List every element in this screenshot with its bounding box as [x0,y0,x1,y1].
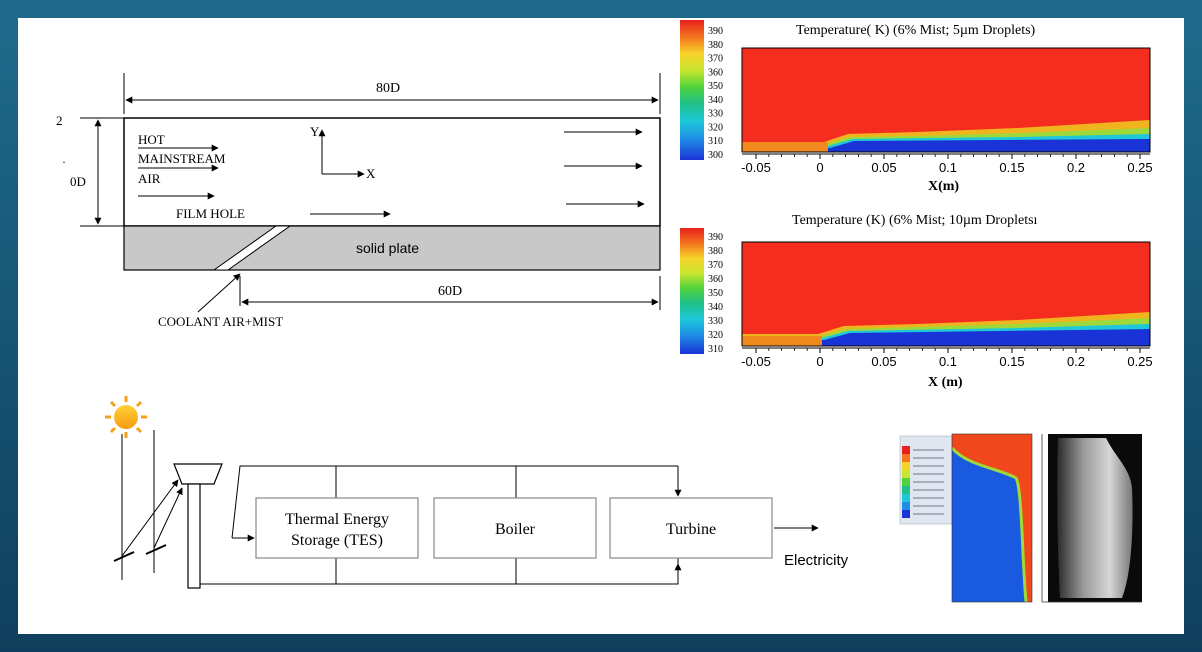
axis-y-label: Y [310,124,320,139]
colorbar-level: 320 [708,330,723,341]
electricity-label: Electricity [784,552,849,569]
contour-plot-2: 390 380 370 360 350 340 330 320 310 Temperature … [680,213,1153,390]
heliostat-2 [145,544,167,555]
contour-1-cold-layer [742,139,1150,152]
coolant-arrow [197,273,241,313]
x-tick-label: 0.25 [1127,354,1152,369]
particle-sim-images [899,433,1142,603]
contour-2-axis: -0.05 0 0.05 0.1 0.15 0.2 0.25 [741,347,1153,369]
sim-frame [951,433,1033,603]
colorbar-level: 350 [708,288,723,299]
left-tick-label: 2 [56,113,63,128]
colorbar-level: 330 [708,316,723,327]
boiler-label: Boiler [495,521,536,538]
x-tick-label: 0.15 [999,354,1024,369]
film-hole-label: FILM HOLE [176,206,245,221]
colorbar-level: 300 [708,150,723,161]
solar-plant-schematic: Thermal Energy Storage (TES) Boiler Turb… [105,396,849,589]
x-tick-label: 0.2 [1067,354,1085,369]
dim-60d-label: 60D [438,284,462,299]
boiler-box [433,497,597,559]
solar-tower [187,483,201,589]
colorbar-1-labels: 390 380 370 360 350 340 330 320 310 300 [708,26,723,161]
colorbar-level: 310 [708,136,723,147]
contour-1-hole-region [742,142,828,152]
x-tick-label: 0.05 [871,354,896,369]
tes-box [255,497,419,559]
dot-mark: · [62,155,66,169]
contour-2-hole-region [742,336,822,346]
colorbar-level: 340 [708,302,723,313]
turbine-box [609,497,773,559]
reflect-ray-1 [121,479,179,557]
colorbar-2-labels: 390 380 370 360 350 340 330 320 310 [708,232,723,355]
colorbar-level: 340 [708,95,723,106]
colorbar-level: 370 [708,260,723,271]
contour-plot-1: 390 380 370 360 350 340 330 320 310 300 Temperatu… [680,20,1153,194]
solid-plate-label: solid plate [356,240,419,256]
x-tick-label: -0.05 [741,354,771,369]
turbine-label: Turbine [666,521,716,538]
colorbar-level: 370 [708,54,723,65]
colorbar-level: 310 [708,344,723,355]
colorbar-level: 360 [708,67,723,78]
contour-1-title: Temperature( K) (6% Mist; 5µm Droplets) [796,23,1036,38]
colorbar-level: 360 [708,274,723,285]
figure-svg: 80D 2 0D · solid plate HOT MAINSTREAM AI… [56,20,1153,603]
reflect-ray-2 [153,487,183,549]
colorbar-level: 390 [708,26,723,37]
colorbar-level: 390 [708,232,723,243]
x-tick-label: 0.15 [999,160,1024,175]
tes-label-2: Storage (TES) [291,532,383,549]
film-hole [212,225,292,271]
slide-canvas: 80D 2 0D · solid plate HOT MAINSTREAM AI… [18,18,1184,634]
return-pipe [200,558,679,585]
contour-2-title: Temperature (K) (6% Mist; 10µm Dropletsı [792,213,1038,228]
colorbar-1 [680,20,704,160]
heliostat-1 [113,551,135,562]
x-tick-label: 0.1 [939,354,957,369]
colorbar-level: 350 [708,81,723,92]
dim-left-label: 0D [70,174,86,189]
tes-label-1: Thermal Energy [285,511,389,528]
contour-2-frame [741,241,1151,347]
coolant-label: COOLANT AIR+MIST [158,314,283,329]
x-tick-label: 0.25 [1127,160,1152,175]
contour-2-xlabel: X (m) [928,375,963,390]
contour-2-cold-layer [742,329,1150,346]
sim-colorbar [902,446,944,518]
contour-1-frame [741,47,1151,153]
hot-label-1: HOT [138,132,165,147]
colorbar-level: 320 [708,122,723,133]
colorbar-level: 330 [708,109,723,120]
x-tick-label: 0.05 [871,160,896,175]
film-cooling-diagram: 80D 2 0D · solid plate HOT MAINSTREAM AI… [56,73,661,329]
contour-1-axis: -0.05 0 0.05 0.1 0.15 0.2 0.25 [741,153,1153,175]
colorbar-level: 380 [708,246,723,257]
solid-plate [123,225,661,271]
colorbar-level: 380 [708,40,723,51]
sim-interface [950,446,1028,603]
dim-80d-label: 80D [376,81,400,96]
xray-sample [1057,438,1133,598]
supply-pipe-top [231,465,678,539]
x-tick-label: 0 [816,354,823,369]
receiver-icon [173,463,223,485]
contour-1-xlabel: X(m) [928,179,959,194]
hot-label-3: AIR [138,171,161,186]
colorbar-2 [680,228,704,354]
axis-x-label: X [366,166,376,181]
hot-label-2: MAINSTREAM [138,151,226,166]
x-tick-label: 0 [816,160,823,175]
sun-icon [105,396,147,438]
x-tick-label: -0.05 [741,160,771,175]
x-tick-label: 0.1 [939,160,957,175]
x-tick-label: 0.2 [1067,160,1085,175]
